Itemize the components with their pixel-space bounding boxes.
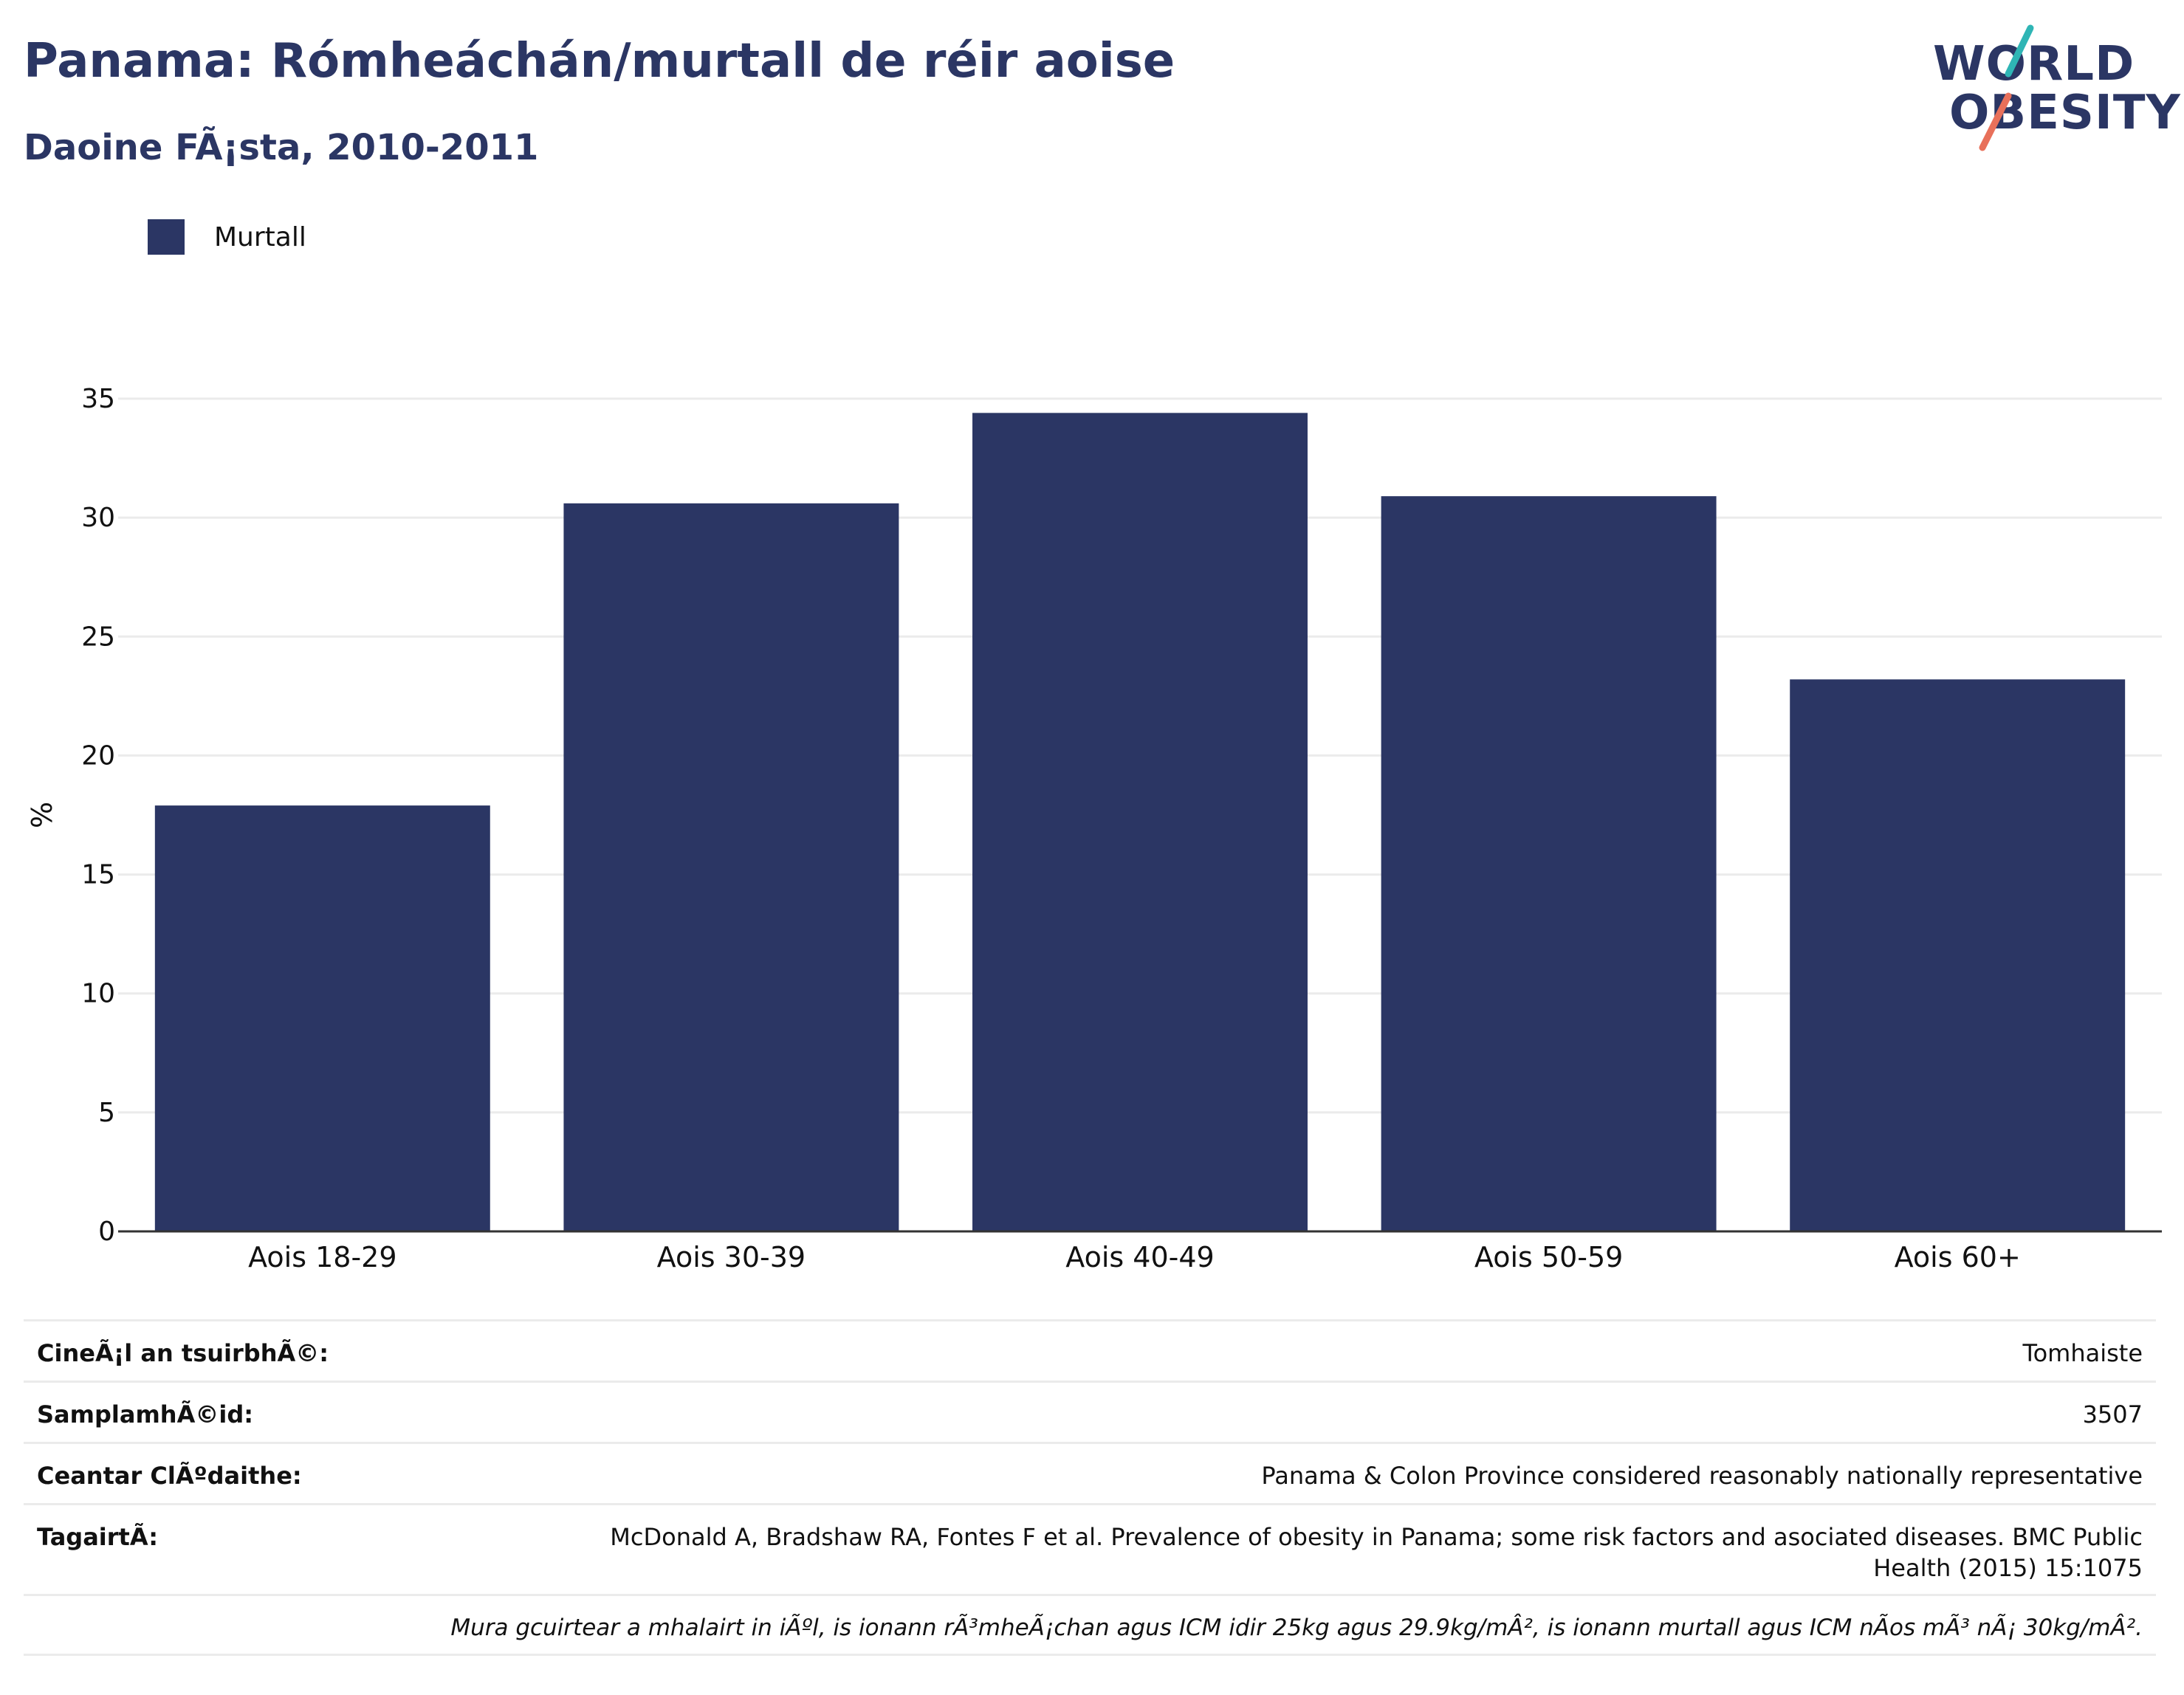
x-tick-label: Aois 40-49	[1065, 1241, 1214, 1273]
info-value-reference: McDonald A, Bradshaw RA, Fontes F et al.…	[610, 1523, 2143, 1582]
info-label-survey-type: CineÃ¡l an tsuirbhÃ©:	[37, 1339, 329, 1367]
info-row-note: Mura gcuirtear a mhalairt in iÃºl, is io…	[24, 1594, 2156, 1656]
bar	[154, 805, 490, 1231]
x-tick-label: Aois 18-29	[248, 1241, 396, 1273]
bar	[1381, 496, 1717, 1231]
bar-chart: 0 5 10 15 20 25 30 35 Aois 18-29 Aois 30-39 Aois 4…	[26, 384, 2162, 1273]
chart-legend: Murtall	[148, 219, 306, 255]
y-tick-label: 35	[81, 384, 115, 414]
page-title: Panama: Rómheáchán/murtall de réir aoise	[24, 34, 1175, 89]
info-value-survey-type: Tomhaiste	[2022, 1339, 2143, 1367]
logo-text-line1: WORLD	[1933, 37, 2135, 92]
y-tick-label: 30	[81, 503, 115, 533]
logo-slash-icon	[1979, 24, 2034, 151]
info-row-area: Ceantar ClÃºdaithe: Panama & Colon Provi…	[24, 1442, 2156, 1503]
bar	[563, 503, 899, 1231]
y-tick-label: 5	[98, 1098, 115, 1128]
y-tick-label: 0	[98, 1217, 115, 1247]
info-row-sample-size: SamplamhÃ©id: 3507	[24, 1381, 2156, 1442]
info-label-reference: TagairtÃ:	[37, 1523, 158, 1551]
x-tick-label: Aois 60+	[1895, 1241, 2021, 1273]
y-tick-label: 25	[81, 622, 115, 652]
y-tick-label: 20	[81, 740, 115, 771]
info-note: Mura gcuirtear a mhalairt in iÃºl, is io…	[450, 1615, 2143, 1641]
y-tick-label: 10	[81, 979, 115, 1009]
world-obesity-logo: WORLD OBESITY	[1920, 22, 2180, 155]
legend-swatch-murtall	[148, 219, 185, 255]
x-tick-label: Aois 30-39	[657, 1241, 806, 1273]
info-label-area: Ceantar ClÃºdaithe:	[37, 1462, 302, 1490]
info-value-area: Panama & Colon Province considered reaso…	[1261, 1462, 2143, 1490]
info-value-sample-size: 3507	[2082, 1400, 2143, 1428]
bar	[972, 413, 1308, 1231]
bar	[1790, 679, 2126, 1231]
info-label-sample-size: SamplamhÃ©id:	[37, 1400, 254, 1428]
info-table: CineÃ¡l an tsuirbhÃ©: Tomhaiste Samplamh…	[24, 1319, 2156, 1656]
info-row-reference: TagairtÃ: McDonald A, Bradshaw RA, Fonte…	[24, 1503, 2156, 1594]
y-tick-label: 15	[81, 860, 115, 890]
info-row-survey-type: CineÃ¡l an tsuirbhÃ©: Tomhaiste	[24, 1319, 2156, 1381]
legend-label-murtall: Murtall	[214, 221, 306, 252]
y-axis-title: %	[26, 802, 58, 828]
page-subtitle: Daoine FÃ¡sta, 2010-2011	[24, 127, 539, 168]
x-tick-label: Aois 50-59	[1474, 1241, 1623, 1273]
